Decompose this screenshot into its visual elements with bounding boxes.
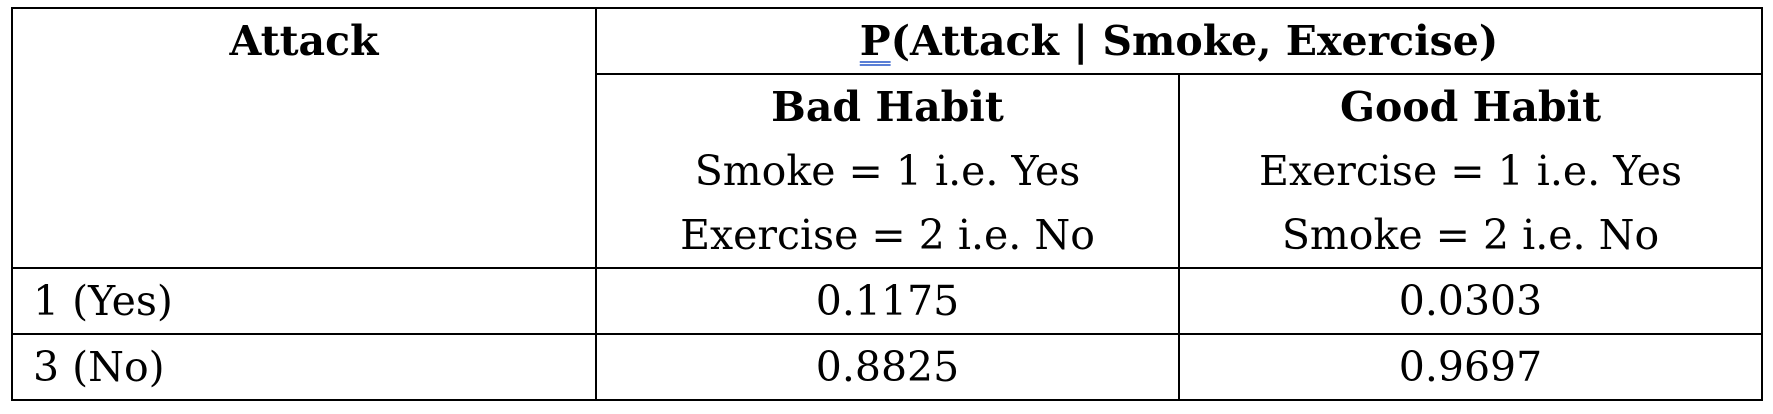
good-habit-value: 0.0303 [1177, 267, 1764, 335]
conditional-probability-header-cell: P(Attack | Smoke, Exercise) [594, 7, 1764, 75]
good-habit-condition-exercise: Exercise = 1 i.e. Yes [1258, 147, 1683, 195]
attack-header: Attack [229, 17, 379, 65]
bad-habit-condition-exercise: Exercise = 2 i.e. No [680, 211, 1095, 259]
header-row-1: Attack P(Attack | Smoke, Exercise) [11, 7, 1764, 269]
bad-habit-header-cell: Bad Habit Smoke = 1 i.e. Yes Exercise = … [595, 73, 1180, 269]
table-row: 1 (Yes) 0.1175 0.0303 [11, 267, 1764, 335]
attack-header-cell: Attack [11, 7, 597, 269]
p-symbol: P [859, 17, 891, 65]
bad-habit-title: Bad Habit [771, 83, 1004, 131]
conditional-probability-header: P(Attack | Smoke, Exercise) [597, 9, 1761, 73]
row-label: 1 (Yes) [11, 267, 597, 335]
good-habit-value: 0.9697 [1177, 333, 1764, 401]
good-habit-title: Good Habit [1339, 83, 1602, 131]
table-row: 3 (No) 0.8825 0.9697 [11, 333, 1764, 401]
probability-table: Attack P(Attack | Smoke, Exercise) Bad H… [11, 7, 1764, 401]
header-row-2: Bad Habit Smoke = 1 i.e. Yes Exercise = … [12, 73, 1764, 269]
good-habit-header-cell: Good Habit Exercise = 1 i.e. Yes Smoke =… [1177, 73, 1764, 269]
good-habit-condition-smoke: Smoke = 2 i.e. No [1281, 211, 1660, 259]
bad-habit-condition-smoke: Smoke = 1 i.e. Yes [694, 147, 1081, 195]
row-label: 3 (No) [11, 333, 597, 401]
bad-habit-value: 0.1175 [595, 267, 1180, 335]
bad-habit-value: 0.8825 [595, 333, 1180, 401]
conditional-probability-expression: (Attack | Smoke, Exercise) [890, 17, 1499, 65]
